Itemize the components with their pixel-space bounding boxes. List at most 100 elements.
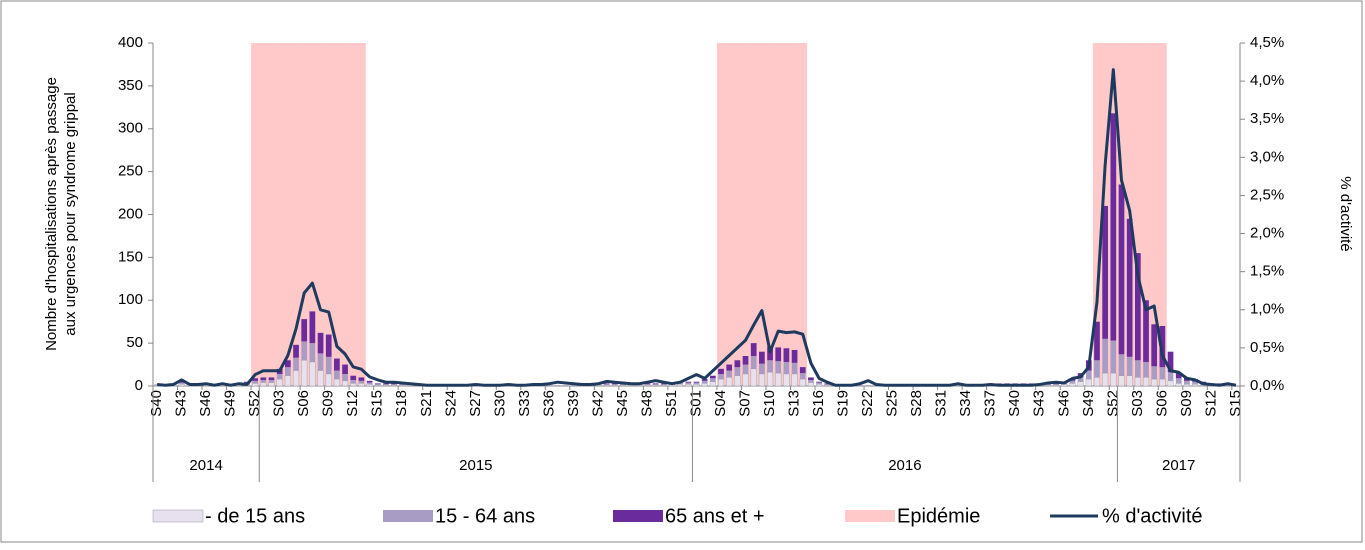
bar [652,384,659,386]
bar [1184,380,1190,385]
x-tick-label: S40 [1006,390,1023,417]
y-axis-title: Nombre d'hospitalisations après passage a… [43,77,79,351]
y-tick-label: 400 [118,34,143,51]
x-tick-label: S36 [540,390,557,417]
bar [750,355,757,369]
x-tick-label: S34 [957,390,974,417]
bar [816,381,822,383]
bar [1094,360,1100,378]
bar [677,384,684,387]
bar [1053,384,1059,386]
bar [734,367,741,376]
bar [791,349,798,363]
bar [628,384,635,387]
bar [301,341,308,361]
bar [1134,360,1141,378]
x-tick-label: S15 [369,390,386,417]
bar [857,385,863,386]
x-tick-label: S52 [246,390,263,417]
epidemic-band [782,43,791,386]
bar [775,361,782,374]
bar [1053,383,1059,385]
bar [1126,356,1133,376]
bar [391,383,397,385]
x-tick-label: S06 [1153,390,1170,417]
bar [383,384,389,386]
bar [342,373,348,381]
bar [334,358,340,371]
bar [1077,381,1084,387]
bar [1110,372,1117,387]
bar [603,384,610,386]
bar [374,384,381,386]
bar [325,334,332,357]
bar [260,377,267,380]
bar [644,383,651,385]
bar [1151,378,1158,387]
bar [391,384,397,386]
bar [1044,384,1051,387]
x-tick-label: S12 [344,390,361,417]
bar [366,382,373,385]
bar [1069,380,1076,384]
bar [718,373,724,380]
bar [620,384,626,386]
bar [611,384,618,386]
bar [293,357,299,371]
bar [734,360,741,368]
x-tick-label: S10 [761,390,778,417]
bar [799,367,806,374]
epidemic-band [741,43,750,386]
bar [366,380,373,383]
bar [1143,361,1149,378]
bar [178,382,185,385]
bar [554,385,561,386]
bar [301,319,308,342]
bar [1093,377,1101,387]
epidemic-band [357,43,366,386]
bar [178,384,185,387]
epidemic-band [1141,43,1151,386]
epidemic-band [251,43,260,386]
x-tick-label: S15 [1227,390,1244,417]
epidemic-band [790,43,799,386]
y-tick-label: 300 [118,120,143,137]
bar [709,378,716,382]
group-label: 2016 [888,457,921,474]
bar [1110,340,1117,374]
y-tick-label: 250 [118,163,143,180]
x-tick-label: S03 [271,390,288,417]
bar [1077,377,1084,382]
y2-tick-label: 1,5% [1250,263,1284,280]
y-tick-label: 100 [118,291,143,308]
bar [1224,385,1231,386]
bar [268,379,275,383]
bar [660,384,667,387]
legend-swatch [845,510,895,522]
x-tick-label: S39 [565,390,582,417]
bar [293,344,299,358]
y-tick-label: 150 [118,248,143,265]
epidemic-band [275,43,285,386]
group-label: 2017 [1162,457,1195,474]
x-tick-label: S46 [197,390,214,417]
bar [759,351,765,364]
legend-label: - de 15 ans [205,505,305,527]
bar [644,384,651,386]
x-tick-label: S27 [467,390,484,417]
bar [644,384,651,387]
bar [783,361,790,374]
bar [252,383,259,387]
bar [399,384,406,386]
bar [816,382,822,385]
epidemic-band [725,43,734,386]
bar [284,367,291,376]
epidemic-band [733,43,742,386]
bar [383,383,389,385]
bar [660,383,667,385]
bar [1110,113,1117,341]
x-tick-label: S40 [148,390,165,417]
bar [1191,384,1199,387]
bar [1085,370,1092,380]
x-tick-label: S09 [320,390,337,417]
